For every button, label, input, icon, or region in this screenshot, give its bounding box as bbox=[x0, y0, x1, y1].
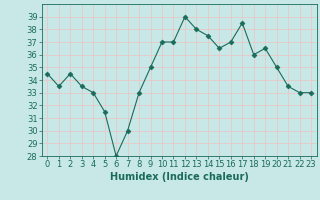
X-axis label: Humidex (Indice chaleur): Humidex (Indice chaleur) bbox=[110, 172, 249, 182]
